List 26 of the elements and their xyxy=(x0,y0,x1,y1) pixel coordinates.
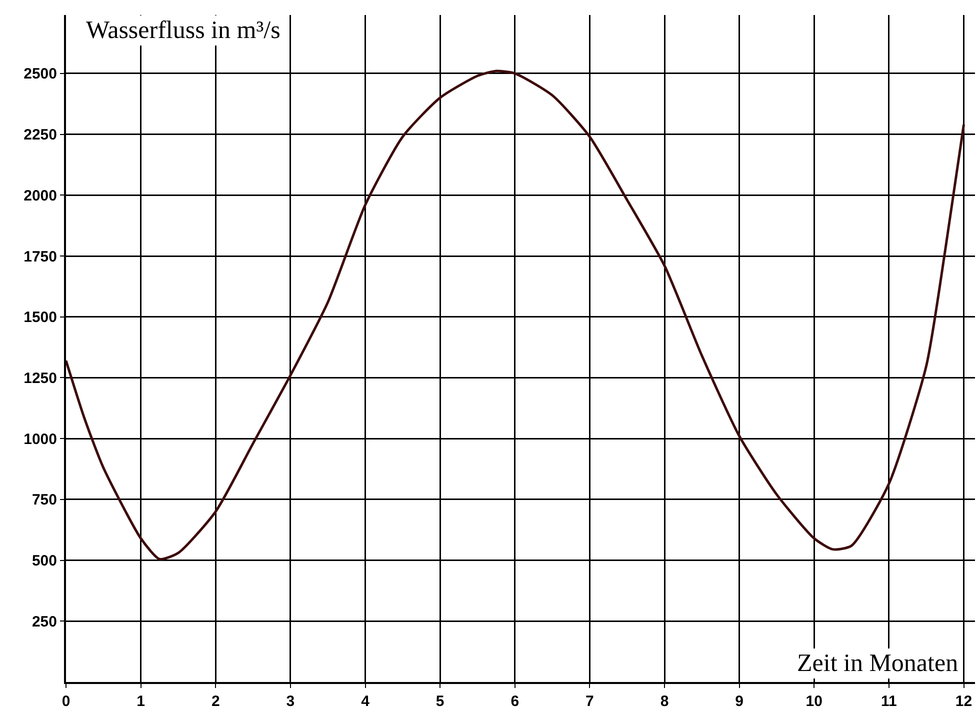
x-tick-label: 1 xyxy=(136,693,145,708)
line-series xyxy=(66,70,966,560)
x-tick-label: 6 xyxy=(510,693,520,708)
y-tick-label: 750 xyxy=(32,492,57,509)
x-tick-label: 9 xyxy=(735,693,744,708)
x-tick-label: 4 xyxy=(361,693,370,708)
x-tick-label: 5 xyxy=(436,693,444,708)
x-tick-label: 12 xyxy=(955,693,972,708)
y-tick-label: 2500 xyxy=(24,66,57,83)
y-tick-label: 500 xyxy=(32,552,57,570)
y-tick-label: 1000 xyxy=(24,430,57,448)
x-axis-title: Zeit in Monaten xyxy=(797,650,959,677)
x-tick-label: 8 xyxy=(660,693,669,708)
y-tick-label: 1500 xyxy=(24,309,57,326)
x-tick-label: 11 xyxy=(881,693,897,708)
y-axis-title: Wasserfluss in m³/s xyxy=(86,17,280,44)
x-tick-label: 0 xyxy=(62,693,70,708)
y-tick-label: 250 xyxy=(32,613,57,630)
x-tick-label: 10 xyxy=(806,693,822,708)
y-tick-label: 1250 xyxy=(24,370,57,387)
y-tick-label: 2000 xyxy=(24,187,57,204)
x-tick-label: 7 xyxy=(586,693,594,708)
x-tick-label: 2 xyxy=(211,693,220,708)
y-tick-label: 1750 xyxy=(24,248,57,266)
y-tick-label: 2250 xyxy=(24,126,57,144)
x-tick-label: 3 xyxy=(286,693,295,708)
